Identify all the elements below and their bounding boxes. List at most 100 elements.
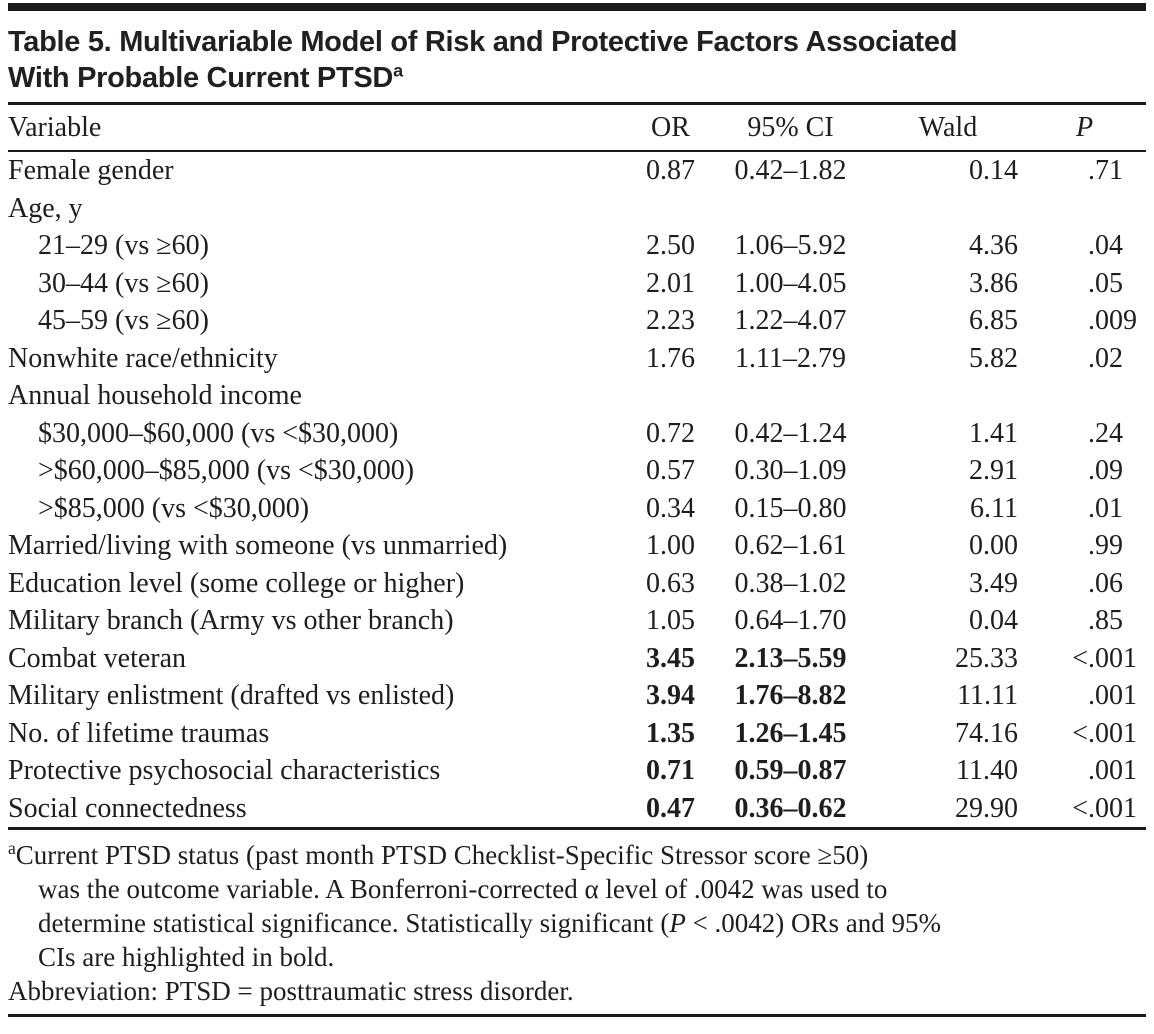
title-footnote-marker: a: [393, 60, 403, 81]
table-header: Variable OR 95% CI Wald P: [8, 102, 1146, 152]
cell-p: .99: [1023, 527, 1146, 565]
p-value: .001: [1088, 755, 1137, 786]
cell-wald: 6.11: [970, 492, 1018, 524]
cell-p: .09: [1023, 452, 1146, 490]
cell-wald: 25.33: [955, 642, 1018, 674]
footnote-text: P: [669, 908, 686, 938]
cell-ci: 0.15–0.80: [734, 492, 847, 524]
cell-ci: 0.36–0.62: [708, 789, 873, 830]
cell-wald: [873, 190, 1023, 228]
cell-ci: 0.62–1.61: [734, 530, 847, 561]
p-value: .99: [1088, 530, 1123, 561]
cell-variable: Female gender: [8, 155, 174, 186]
footnote-line: Abbreviation: PTSD = posttraumatic stres…: [8, 974, 1146, 1008]
table-row: Social connectedness 0.47 0.36–0.62 29.90 <.…: [8, 789, 1146, 830]
p-value: .09: [1088, 455, 1123, 486]
cell-wald: 29.90: [873, 789, 1023, 830]
cell-ci: 2.13–5.59: [734, 642, 847, 674]
cell-wald: 4.36: [969, 230, 1018, 261]
cell-variable: 45–59 (vs ≥60): [38, 305, 209, 336]
cell-p: <.001: [1023, 715, 1146, 753]
cell-ci: 0.38–1.02: [734, 567, 847, 599]
cell-p: <.001: [1023, 789, 1146, 830]
cell-ci: [708, 190, 873, 228]
cell-or: 0.87: [646, 155, 695, 186]
footnote-text: Current PTSD status (past month PTSD Che…: [15, 840, 869, 870]
cell-variable: Age, y: [8, 192, 83, 224]
table-title-line-2-text: With Probable Current PTSD: [8, 62, 394, 94]
cell-p: [1023, 190, 1146, 228]
cell-ci: 0.59–0.87: [734, 755, 847, 786]
cell-or: 0.63: [646, 567, 695, 599]
footnote-text: Abbreviation: PTSD = posttraumatic stres…: [8, 976, 574, 1006]
cell-ci: 1.11–2.79: [735, 342, 846, 374]
p-value: .02: [1088, 342, 1123, 374]
cell-or: 0.72: [646, 417, 695, 449]
cell-wald: 0.04: [969, 605, 1018, 636]
cell-or: 2.23: [646, 305, 695, 336]
footnotes: aCurrent PTSD status (past month PTSD Ch…: [8, 838, 1146, 1008]
table-row: 45–59 (vs ≥60) 2.23 1.22–4.07 6.85 .009: [8, 302, 1146, 340]
cell-p: .02: [1023, 340, 1146, 378]
column-header-variable: Variable: [8, 102, 633, 152]
p-value: .009: [1088, 305, 1137, 336]
cell-ci: 1.76–8.82: [734, 680, 847, 711]
cell-ci: 0.42–1.82: [734, 155, 847, 186]
cell-wald: 2.91: [969, 455, 1018, 486]
table-row: 30–44 (vs ≥60) 2.01 1.00–4.05 3.86 .05: [8, 265, 1146, 303]
p-value: .24: [1088, 417, 1123, 449]
cell-wald: 3.49: [969, 567, 1018, 599]
column-header-wald: Wald: [873, 102, 1023, 152]
p-value: .001: [1088, 717, 1137, 749]
column-header-p: P: [1023, 102, 1146, 152]
cell-wald: 0.00: [969, 530, 1018, 561]
table-row: Education level (some college or higher)…: [8, 565, 1146, 603]
cell-wald: 6.85: [969, 305, 1018, 336]
cell-or: 0.34: [646, 492, 695, 524]
p-value: .05: [1088, 267, 1123, 299]
p-value: .06: [1088, 567, 1123, 599]
cell-p: .06: [1023, 565, 1146, 603]
cell-p: .009: [1023, 302, 1146, 340]
footnote-line: aCurrent PTSD status (past month PTSD Ch…: [8, 838, 1146, 872]
cell-ci: 1.22–4.07: [734, 305, 847, 336]
table-row: Protective psychosocial characteristics 0…: [8, 752, 1146, 790]
cell-or: 0.47: [633, 789, 708, 830]
cell-wald: 3.86: [969, 267, 1018, 299]
footnote-line: determine statistical significance. Stat…: [8, 906, 1146, 940]
cell-p: .001: [1023, 677, 1146, 715]
cell-variable: Military enlistment (drafted vs enlisted…: [8, 680, 455, 711]
cell-or: 1.00: [646, 530, 695, 561]
cell-variable: Combat veteran: [8, 642, 187, 674]
cell-p: .24: [1023, 415, 1146, 453]
cell-or: 3.94: [646, 680, 695, 711]
p-value: .85: [1088, 605, 1123, 636]
table-row: >$85,000 (vs <$30,000) 0.34 0.15–0.80 6.11.…: [8, 490, 1146, 528]
table-row: Combat veteran 3.45 2.13–5.59 25.33 <.001: [8, 640, 1146, 678]
cell-variable: $30,000–$60,000 (vs <$30,000): [38, 417, 399, 449]
cell-variable: 30–44 (vs ≥60): [38, 267, 209, 299]
table-title-line-2: With Probable Current PTSDa: [8, 60, 1146, 96]
p-value: .001: [1088, 792, 1137, 824]
cell-or: 3.45: [646, 642, 695, 674]
cell-or: 2.50: [646, 230, 695, 261]
cell-ci: 1.00–4.05: [734, 267, 847, 299]
p-value: .71: [1088, 155, 1123, 186]
top-rule: [8, 3, 1146, 11]
cell-wald: [873, 377, 1023, 415]
cell-or: 2.01: [646, 267, 695, 299]
cell-variable: No. of lifetime traumas: [8, 717, 270, 749]
cell-variable: 21–29 (vs ≥60): [38, 230, 209, 261]
cell-wald: 11.40: [956, 755, 1018, 786]
footnote-text: determine statistical significance. Stat…: [38, 908, 670, 938]
cell-p: .85: [1023, 602, 1146, 640]
cell-ci: 1.26–1.45: [734, 717, 847, 749]
cell-variable: Married/living with someone (vs unmarrie…: [8, 530, 508, 561]
p-prefix: <: [1072, 642, 1088, 674]
table-row: Military branch (Army vs other branch) 1.…: [8, 602, 1146, 640]
cell-wald: 11.11: [957, 680, 1018, 711]
cell-or: 1.76: [646, 342, 695, 374]
table-row: Age, y: [8, 190, 1146, 228]
